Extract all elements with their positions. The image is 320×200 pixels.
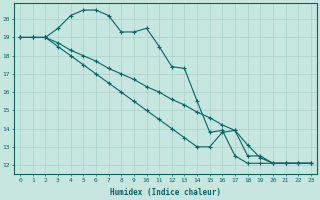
X-axis label: Humidex (Indice chaleur): Humidex (Indice chaleur) <box>110 188 221 197</box>
